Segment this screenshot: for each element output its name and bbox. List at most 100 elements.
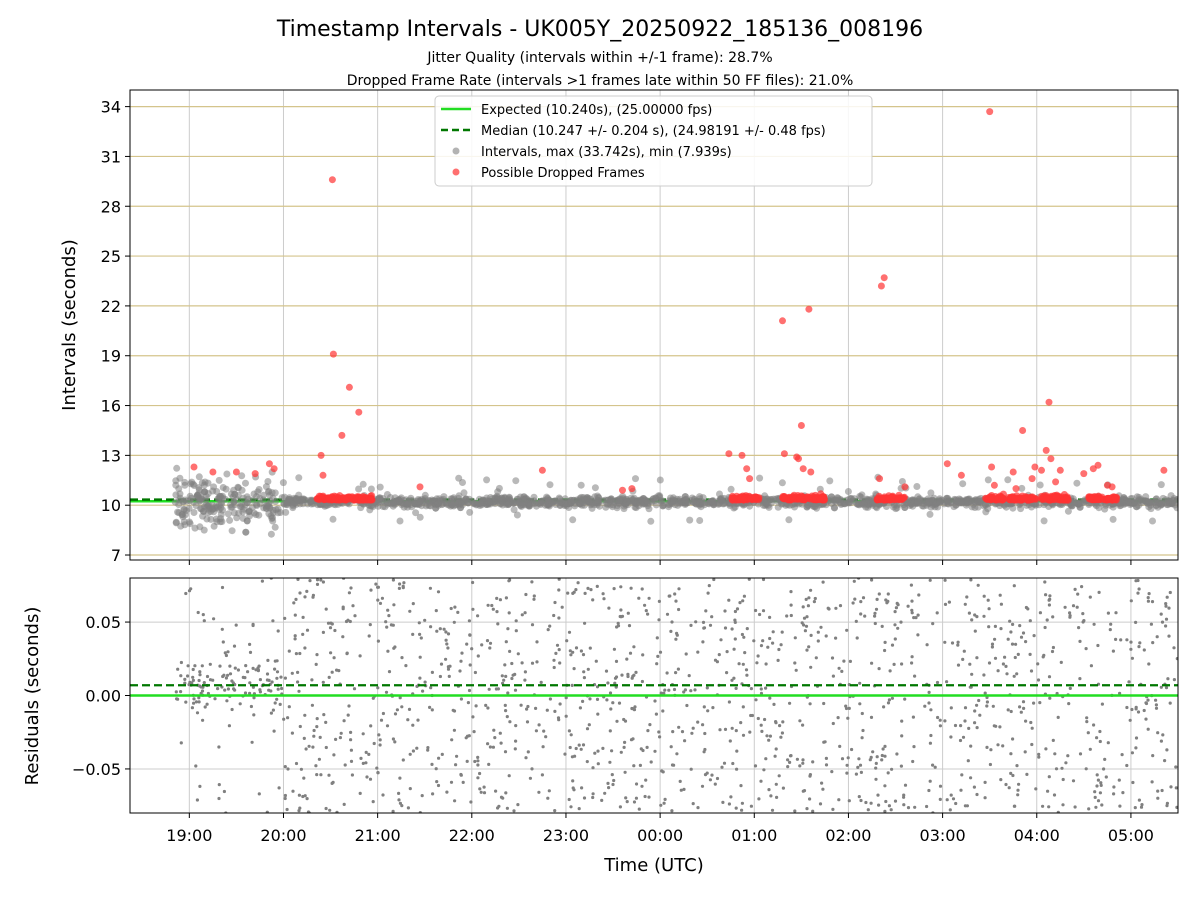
residual-point	[655, 662, 659, 666]
residual-point	[484, 703, 488, 708]
interval-point	[252, 511, 260, 519]
residual-point	[845, 763, 849, 767]
residual-point	[519, 703, 523, 707]
residual-point	[579, 747, 583, 751]
residual-point	[947, 600, 952, 604]
residual-point	[943, 578, 947, 582]
residual-point	[486, 603, 490, 607]
interval-point	[203, 515, 211, 523]
residual-point	[893, 637, 897, 641]
interval-point	[1157, 481, 1165, 489]
residual-point	[275, 670, 280, 674]
interval-point	[982, 501, 989, 509]
residual-point	[978, 713, 982, 717]
residual-point	[625, 657, 629, 661]
residual-point	[495, 610, 499, 614]
residual-point	[761, 609, 766, 613]
residual-point	[1036, 678, 1041, 682]
interval-point	[411, 500, 419, 507]
residual-point	[665, 671, 669, 675]
residual-point	[321, 630, 325, 635]
residual-point	[718, 728, 722, 732]
residual-point	[429, 625, 433, 629]
residual-point	[1130, 707, 1134, 712]
residual-point	[437, 756, 441, 760]
residual-point	[591, 766, 595, 770]
residual-point	[346, 713, 350, 717]
intervals-frame	[129, 89, 1179, 561]
intervals-y-tick-label: 16	[101, 397, 121, 416]
residual-point	[1019, 710, 1023, 714]
residual-point	[478, 787, 482, 791]
residual-point	[910, 661, 914, 665]
residual-point	[444, 657, 448, 661]
interval-point	[204, 502, 212, 510]
residual-point	[1001, 744, 1005, 748]
residual-point	[1097, 590, 1101, 595]
residual-point	[384, 690, 389, 694]
dropped-frame-point	[880, 274, 888, 282]
residual-point	[345, 652, 349, 656]
intervals-x-ticks	[188, 560, 1132, 565]
interval-point	[198, 479, 206, 487]
residual-point	[349, 759, 354, 764]
residual-point	[647, 596, 651, 600]
residual-point	[217, 783, 221, 787]
interval-point	[301, 496, 309, 504]
intervals-y-tick-label: 34	[101, 98, 121, 117]
residual-point	[857, 795, 861, 799]
residual-point	[552, 658, 556, 662]
residual-point	[276, 687, 280, 691]
residual-point	[330, 670, 334, 674]
residual-point	[816, 630, 820, 634]
residual-point	[350, 773, 354, 777]
intervals-y-tick-label: 10	[101, 496, 121, 515]
interval-point	[686, 516, 694, 524]
interval-point	[1004, 476, 1012, 484]
residual-point	[347, 704, 351, 708]
interval-point	[834, 494, 842, 502]
residual-point	[528, 776, 533, 780]
residual-point	[191, 675, 195, 679]
interval-point	[278, 494, 286, 502]
residual-point	[1013, 655, 1017, 660]
residual-point	[873, 614, 877, 618]
residual-point	[349, 730, 353, 735]
interval-point	[591, 484, 599, 492]
residual-point	[864, 800, 868, 805]
residual-point	[845, 771, 849, 775]
residual-point	[1095, 773, 1099, 777]
residual-point	[557, 578, 561, 581]
residual-point	[474, 704, 478, 708]
residual-point	[1004, 664, 1008, 669]
residual-point	[779, 643, 783, 647]
residual-point	[675, 633, 679, 637]
residual-point	[505, 806, 509, 810]
residual-point	[302, 736, 306, 741]
interval-point	[969, 497, 977, 505]
residual-point	[280, 686, 284, 691]
residual-point	[290, 671, 294, 675]
residual-point	[742, 594, 747, 598]
residual-point	[1068, 615, 1072, 619]
residual-point	[803, 629, 808, 633]
residual-point	[743, 651, 747, 655]
residual-point	[1067, 702, 1071, 706]
residual-point	[1100, 702, 1104, 706]
residual-point	[730, 627, 734, 631]
residual-point	[775, 795, 779, 800]
residual-point	[224, 653, 228, 658]
residuals-points	[174, 578, 1178, 813]
residual-point	[761, 578, 766, 582]
residual-point	[1006, 637, 1010, 641]
residual-point	[967, 611, 972, 615]
interval-point	[898, 478, 906, 485]
residual-point	[953, 723, 958, 728]
interval-point	[228, 527, 236, 535]
residual-point	[438, 627, 442, 631]
residual-point	[730, 726, 734, 730]
residual-point	[200, 689, 205, 693]
interval-point	[1153, 495, 1160, 503]
residual-point	[585, 727, 590, 731]
residual-point	[440, 752, 444, 757]
